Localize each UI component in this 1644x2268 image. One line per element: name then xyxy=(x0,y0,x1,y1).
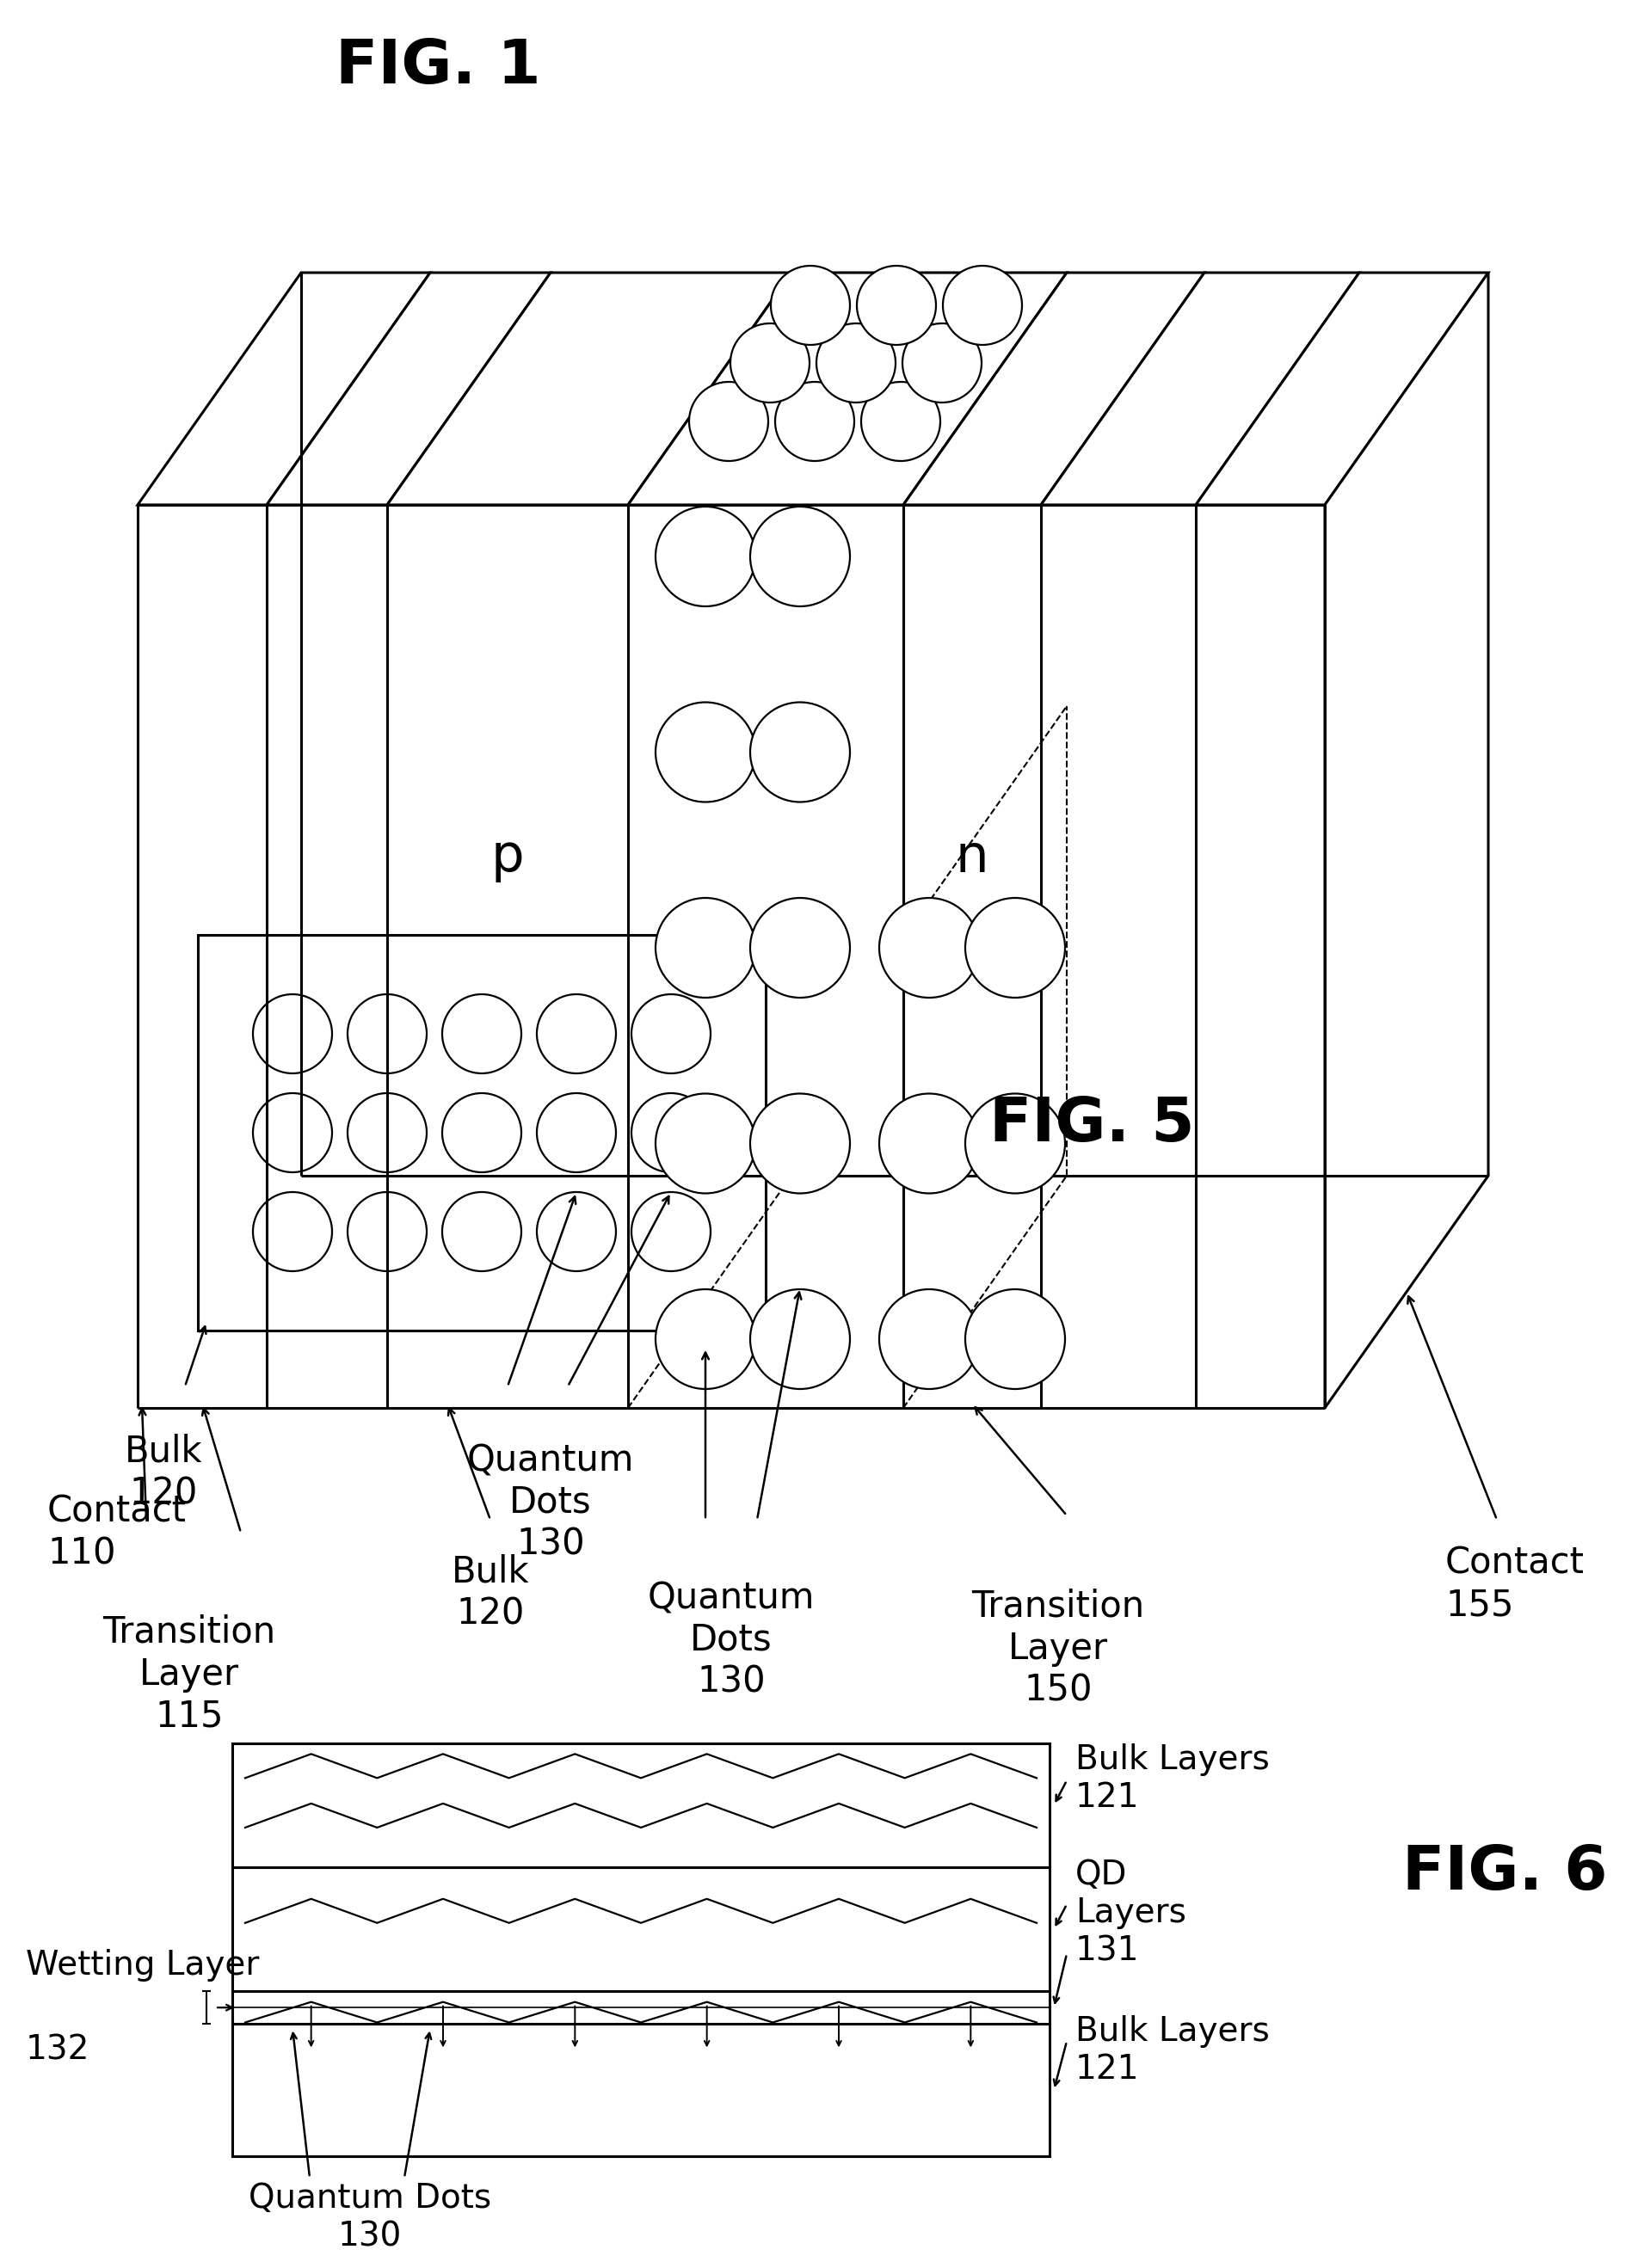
Circle shape xyxy=(750,506,850,606)
Circle shape xyxy=(944,265,1023,345)
Polygon shape xyxy=(628,272,1067,506)
Text: QD
Layers
131: QD Layers 131 xyxy=(1075,1857,1187,1966)
Circle shape xyxy=(656,506,755,606)
Circle shape xyxy=(750,703,850,803)
Circle shape xyxy=(442,1093,521,1173)
Text: Quantum
Dots
130: Quantum Dots 130 xyxy=(648,1581,815,1699)
Polygon shape xyxy=(903,272,1205,506)
Circle shape xyxy=(656,703,755,803)
Bar xyxy=(197,934,766,1331)
Circle shape xyxy=(631,1193,710,1270)
Text: Bulk Layers
121: Bulk Layers 121 xyxy=(1075,1744,1269,1814)
Text: Quantum Dots
130: Quantum Dots 130 xyxy=(248,2182,492,2252)
Circle shape xyxy=(656,898,755,998)
Circle shape xyxy=(253,1193,332,1270)
Circle shape xyxy=(538,993,616,1073)
Circle shape xyxy=(903,324,981,401)
Circle shape xyxy=(771,265,850,345)
Circle shape xyxy=(730,324,809,401)
Circle shape xyxy=(880,898,978,998)
Circle shape xyxy=(253,993,332,1073)
Text: Bulk
120: Bulk 120 xyxy=(125,1433,202,1513)
Text: Transition
Layer
150: Transition Layer 150 xyxy=(972,1588,1144,1708)
Circle shape xyxy=(880,1093,978,1193)
Circle shape xyxy=(857,265,935,345)
Circle shape xyxy=(538,1093,616,1173)
Circle shape xyxy=(656,1288,755,1388)
Circle shape xyxy=(442,993,521,1073)
Circle shape xyxy=(965,898,1065,998)
Polygon shape xyxy=(266,272,551,506)
Circle shape xyxy=(880,1288,978,1388)
Circle shape xyxy=(750,1288,850,1388)
Text: Transition
Layer
115: Transition Layer 115 xyxy=(102,1615,276,1735)
Polygon shape xyxy=(138,272,431,506)
Circle shape xyxy=(631,993,710,1073)
Circle shape xyxy=(253,1093,332,1173)
Polygon shape xyxy=(1325,272,1488,1408)
Text: FIG. 5: FIG. 5 xyxy=(990,1095,1195,1154)
Circle shape xyxy=(965,1288,1065,1388)
Circle shape xyxy=(347,1193,427,1270)
Text: Contact
155: Contact 155 xyxy=(1445,1545,1585,1624)
Text: Bulk Layers
121: Bulk Layers 121 xyxy=(1075,2016,1269,2087)
Bar xyxy=(232,1744,1049,2157)
Circle shape xyxy=(347,993,427,1073)
Text: p: p xyxy=(492,832,524,882)
Circle shape xyxy=(750,898,850,998)
Polygon shape xyxy=(1041,272,1360,506)
Text: Wetting Layer: Wetting Layer xyxy=(26,1948,260,1982)
Circle shape xyxy=(538,1193,616,1270)
Circle shape xyxy=(656,1093,755,1193)
Text: Contact
110: Contact 110 xyxy=(48,1495,187,1572)
Circle shape xyxy=(347,1093,427,1173)
Text: 132: 132 xyxy=(26,2034,90,2066)
Circle shape xyxy=(965,1093,1065,1193)
Text: FIG. 1: FIG. 1 xyxy=(335,36,541,95)
Text: FIG. 6: FIG. 6 xyxy=(1402,1842,1608,1903)
Circle shape xyxy=(817,324,896,401)
Circle shape xyxy=(631,1093,710,1173)
Text: Quantum
Dots
130: Quantum Dots 130 xyxy=(467,1442,635,1563)
Polygon shape xyxy=(1195,272,1488,506)
Text: Bulk
120: Bulk 120 xyxy=(452,1554,529,1633)
Circle shape xyxy=(861,381,940,460)
Circle shape xyxy=(689,381,768,460)
Circle shape xyxy=(774,381,855,460)
Polygon shape xyxy=(386,272,791,506)
Text: n: n xyxy=(955,832,988,882)
Circle shape xyxy=(442,1193,521,1270)
Circle shape xyxy=(750,1093,850,1193)
